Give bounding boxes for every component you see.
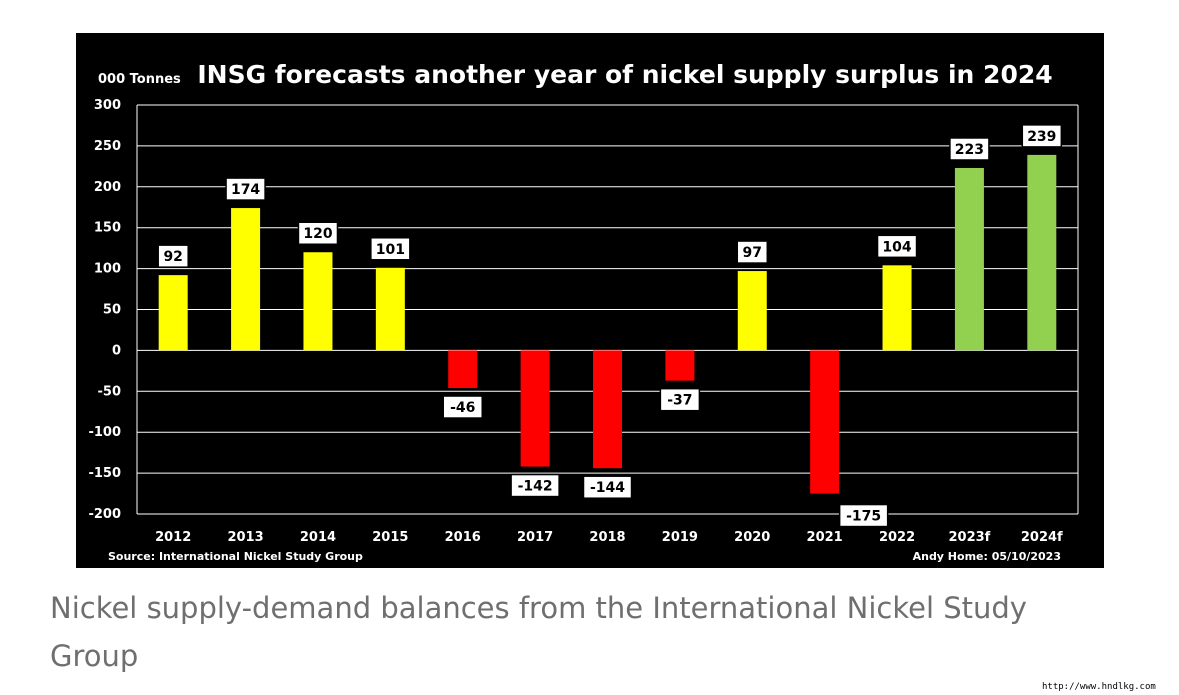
data-label-text: 97 (743, 245, 762, 261)
y-tick-label: -50 (98, 384, 122, 399)
data-label-text: 120 (303, 226, 332, 242)
data-label-box (736, 240, 769, 264)
x-tick-label: 2014 (300, 530, 336, 545)
data-label-box (949, 137, 990, 161)
y-tick-label: 250 (94, 139, 121, 154)
data-label-text: -144 (590, 480, 625, 496)
data-label-2017: -142 (510, 473, 560, 498)
y-tick-label: 100 (94, 262, 121, 277)
bar-2021 (810, 350, 840, 494)
x-tick-label: 2013 (227, 530, 263, 545)
y-tick-label: 150 (94, 221, 121, 236)
data-label-text: 223 (955, 142, 984, 158)
data-label-text: -46 (450, 400, 475, 416)
bar-2023f (954, 167, 984, 351)
x-tick-label: 2021 (807, 530, 843, 545)
data-label-box (442, 395, 483, 419)
data-label-box (1021, 124, 1063, 148)
watermark-url: http://www.hndlkg.com (1042, 682, 1156, 692)
bar-2013 (231, 208, 261, 351)
chart-panel: INSG forecasts another year of nickel su… (76, 33, 1104, 568)
source-note: Source: International Nickel Study Group (108, 550, 363, 563)
bar-2024f (1027, 154, 1057, 351)
chart-title: INSG forecasts another year of nickel su… (197, 60, 1052, 89)
data-label-text: 104 (882, 239, 911, 255)
data-label-2019: -37 (659, 387, 701, 412)
data-label-text: -175 (846, 509, 881, 525)
figure-caption: Nickel supply-demand balances from the I… (50, 591, 1027, 673)
data-label-2024f: 239 (1021, 124, 1063, 148)
data-label-2018: -144 (582, 475, 633, 499)
data-label-2022: 104 (876, 234, 918, 259)
y-tick-label: -150 (88, 466, 121, 481)
x-tick-label: 2012 (155, 530, 191, 545)
x-tick-label: 2018 (589, 530, 625, 545)
data-label-box (370, 237, 411, 261)
data-label-box (582, 475, 633, 499)
data-label-2015: 101 (370, 237, 411, 261)
y-tick-label: 200 (94, 180, 121, 195)
data-label-text: -142 (518, 479, 553, 495)
x-tick-label: 2022 (879, 530, 915, 545)
y-tick-labels: 300 250 200 150 100 50 0 -50 -100 -150 -200 (88, 98, 121, 522)
bar-chart: INSG forecasts another year of nickel su… (88, 60, 1079, 563)
data-label-box (838, 503, 889, 528)
x-tick-label: 2017 (517, 530, 553, 545)
data-label-box (157, 244, 189, 268)
bar-2016 (448, 350, 478, 389)
data-label-box (659, 387, 701, 412)
gridlines (136, 104, 1079, 515)
data-label-text: 239 (1027, 129, 1056, 145)
y-tick-label: 300 (94, 98, 121, 113)
data-label-box (510, 473, 560, 498)
y-tick-label: 0 (112, 343, 121, 358)
x-tick-label: 2016 (445, 530, 481, 545)
data-label-2020: 97 (736, 240, 769, 264)
bar-2014 (303, 252, 333, 351)
data-label-2013: 174 (225, 177, 266, 201)
data-label-2021: -175 (838, 503, 889, 528)
bar-2020 (737, 271, 767, 351)
bar-2018 (593, 350, 622, 469)
y-tick-label: -200 (88, 507, 121, 522)
x-tick-label: 2023f (949, 530, 991, 545)
bars (158, 154, 1057, 494)
data-label-box (297, 221, 339, 245)
bar-2015 (375, 267, 405, 351)
bar-2012 (158, 275, 188, 351)
data-label-2012: 92 (157, 244, 189, 268)
bar-2017 (520, 350, 550, 467)
x-tick-label: 2020 (734, 530, 770, 545)
data-label-box (225, 177, 266, 201)
x-tick-label: 2019 (662, 530, 698, 545)
data-label-2014: 120 (297, 221, 339, 245)
data-label-box (876, 234, 918, 259)
bar-2022 (882, 265, 912, 351)
y-tick-label: 50 (103, 303, 121, 318)
data-label-text: -37 (667, 393, 692, 409)
data-label-text: 101 (376, 242, 405, 258)
y-tick-label: -100 (88, 425, 121, 440)
y-axis-unit-label: 000 Tonnes (98, 72, 181, 87)
bar-2019 (665, 350, 695, 381)
data-label-text: 92 (163, 249, 182, 265)
x-tick-labels: 2012 2013 2014 2015 2016 2017 2018 2019 2020 2021… (155, 530, 1063, 545)
data-labels: 92 174 120 101 -46 -142 -144 -37 97 -175 104 223 239 (157, 124, 1063, 528)
author-credit: Andy Home: 05/10/2023 (913, 550, 1061, 563)
x-tick-label: 2015 (372, 530, 408, 545)
data-label-2016: -46 (442, 395, 483, 419)
data-label-text: 174 (231, 182, 260, 198)
data-label-2023f: 223 (949, 137, 990, 161)
x-tick-label: 2024f (1021, 530, 1063, 545)
